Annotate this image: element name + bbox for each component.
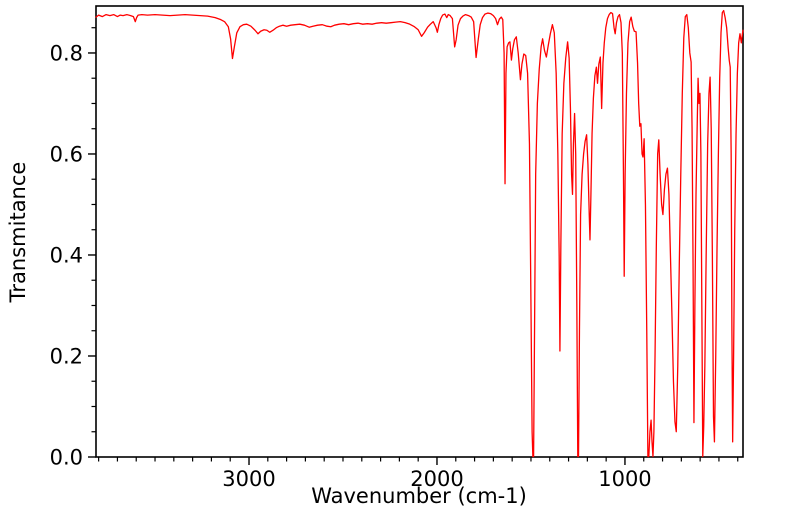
y-axis-label: Transmitance [6,162,30,304]
x-axis-tick-labels: 3000 2000 1000 [222,467,651,491]
y-tick-label: 0.8 [50,41,83,65]
y-axis-tick-labels: 0.0 0.2 0.4 0.6 0.8 [50,41,83,469]
y-tick-label: 0.0 [50,446,83,470]
x-axis-label: Wavenumber (cm-1) [311,484,527,508]
y-axis-major-ticks [88,52,96,458]
spectrum-line [95,9,744,458]
x-axis-major-ticks [248,457,626,465]
x-tick-label: 3000 [222,467,275,491]
y-tick-label: 0.4 [50,243,83,267]
plot-border [95,5,744,458]
x-tick-label: 1000 [598,467,651,491]
y-tick-label: 0.2 [50,344,83,368]
y-tick-label: 0.6 [50,142,83,166]
x-tick-label: 2000 [410,467,463,491]
